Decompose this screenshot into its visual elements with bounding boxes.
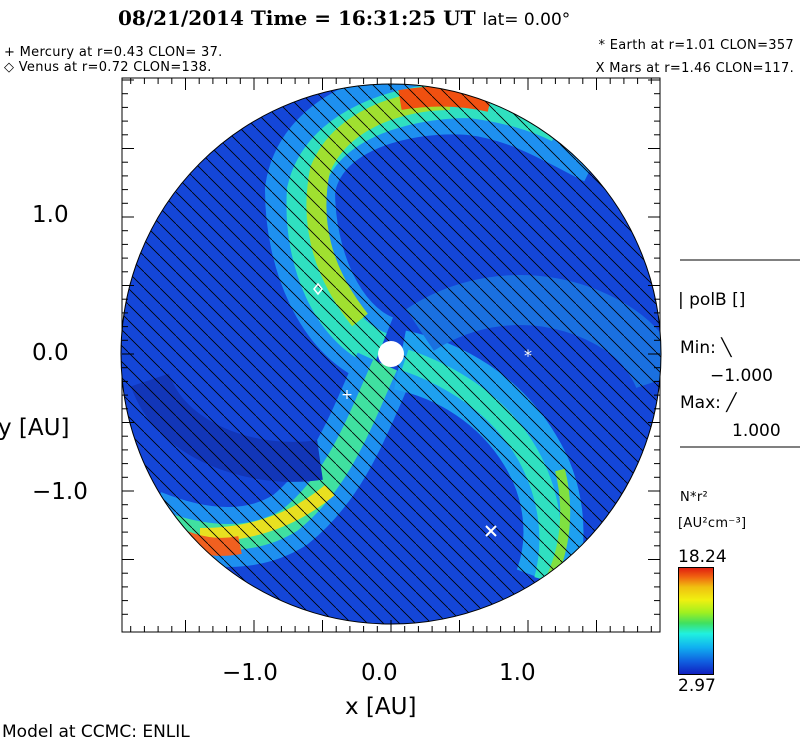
- ytick-label: −1.0: [32, 479, 88, 505]
- mercury-info: + Mercury at r=0.43 CLON= 37.: [4, 45, 223, 60]
- min-value: −1.000: [710, 366, 773, 386]
- colorbar-units: [AU²cm⁻³]: [678, 516, 747, 531]
- mars-info: X Mars at r=1.46 CLON=117.: [595, 61, 794, 76]
- xtick-label: 0.0: [361, 660, 398, 686]
- sun-marker: [378, 341, 404, 367]
- footer-credit: Model at CCMC: ENLIL: [2, 722, 190, 742]
- max-label: Max: ╱: [680, 393, 737, 413]
- polb-label: | polB []: [678, 290, 746, 310]
- colorbar-min: 2.97: [678, 676, 716, 696]
- xtick-label: 1.0: [499, 660, 536, 686]
- density-map: [121, 84, 661, 624]
- x-axis-label: x [AU]: [345, 694, 417, 720]
- colorbar: [678, 567, 714, 675]
- colorbar-variable: N*r²: [680, 490, 708, 505]
- venus-marker: [313, 282, 323, 296]
- min-label: Min: ╲: [680, 338, 732, 358]
- ytick-label: 0.0: [32, 340, 69, 366]
- colorbar-max: 18.24: [678, 547, 727, 567]
- mercury-marker: +: [341, 387, 353, 403]
- mars-marker: [485, 525, 497, 537]
- plot-title: 08/21/2014 Time = 16:31:25 UT lat= 0.00°: [118, 6, 571, 30]
- ytick-label: 1.0: [32, 202, 69, 228]
- venus-info: ◇ Venus at r=0.72 CLON=138.: [4, 60, 212, 75]
- earth-marker: *: [524, 346, 532, 365]
- earth-info: * Earth at r=1.01 CLON=357: [598, 38, 794, 53]
- axis-ticks: [122, 78, 660, 632]
- xtick-label: −1.0: [222, 660, 278, 686]
- max-value: 1.000: [732, 421, 781, 441]
- y-axis-label: y [AU]: [0, 415, 70, 441]
